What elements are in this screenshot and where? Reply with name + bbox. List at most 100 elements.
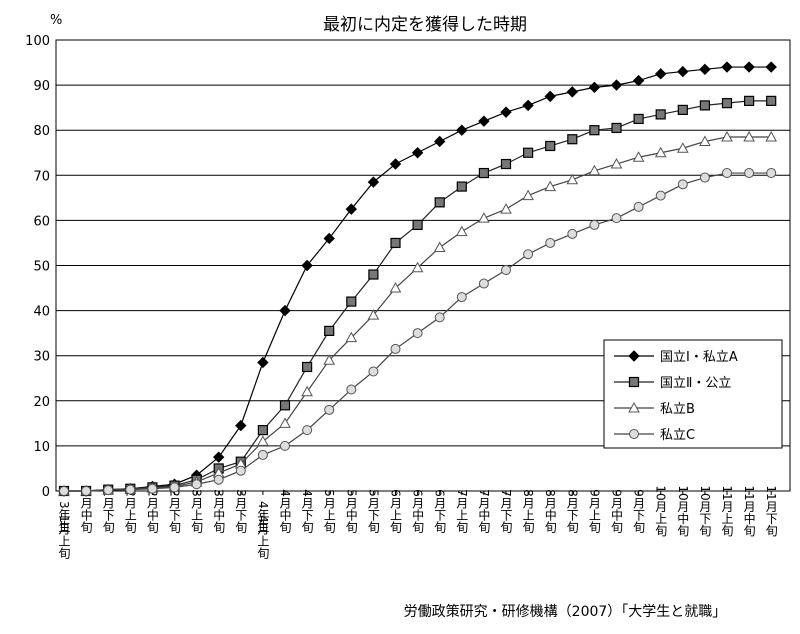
- data-point: [766, 168, 777, 179]
- x-tick-label: 1月下旬: [101, 489, 115, 533]
- x-tick-label: 3月下旬: [234, 489, 248, 533]
- data-point: [125, 484, 136, 495]
- data-point: [544, 90, 556, 103]
- data-point: [212, 451, 225, 463]
- data-point: [456, 124, 468, 136]
- data-point: [169, 482, 180, 493]
- data-point: [280, 440, 290, 451]
- y-tick-label: 30: [33, 350, 50, 365]
- data-point: [500, 158, 512, 170]
- data-point: [478, 212, 490, 223]
- data-point: [147, 483, 158, 494]
- x-tick-label: 9月中旬: [610, 489, 624, 533]
- data-point: [677, 65, 689, 78]
- data-point: [301, 259, 313, 272]
- data-point: [544, 180, 557, 192]
- data-point: [722, 168, 732, 179]
- data-point: [411, 261, 424, 273]
- y-tick-label: 70: [33, 169, 50, 184]
- data-point: [345, 331, 358, 343]
- x-group-label: 4年生: [256, 501, 270, 533]
- data-point: [588, 81, 601, 94]
- data-point: [677, 104, 688, 116]
- x-tick-label: 7月中旬: [477, 489, 491, 533]
- data-point: [611, 122, 622, 134]
- data-point: [523, 249, 534, 260]
- data-point: [389, 158, 402, 170]
- data-point: [744, 168, 755, 179]
- data-point: [345, 203, 358, 215]
- data-point: [676, 142, 689, 153]
- data-point: [611, 213, 622, 224]
- x-tick-label: 5月上旬: [322, 489, 336, 533]
- data-point: [677, 179, 688, 190]
- x-tick-label: 11月上旬: [720, 485, 734, 536]
- data-point: [257, 449, 268, 460]
- data-point: [389, 282, 402, 293]
- legend-marker: [628, 376, 640, 388]
- data-point: [721, 98, 733, 109]
- data-point: [478, 115, 490, 127]
- data-point: [81, 486, 92, 496]
- data-point: [302, 425, 313, 436]
- data-point: [567, 228, 578, 239]
- legend-marker: [628, 350, 640, 362]
- x-tick-label: 5月下旬: [366, 489, 380, 533]
- x-tick-label: 11月中旬: [742, 485, 756, 536]
- data-point: [588, 164, 601, 176]
- data-point: [301, 385, 313, 397]
- data-point: [522, 147, 534, 158]
- data-point: [655, 190, 666, 201]
- data-point: [632, 151, 645, 162]
- data-point: [103, 485, 114, 496]
- data-point: [501, 265, 511, 276]
- x-tick-label: 4月中旬: [278, 489, 292, 533]
- data-point: [632, 74, 645, 87]
- data-point: [433, 135, 446, 148]
- y-tick-label: 10: [33, 440, 50, 455]
- x-tick-label: 7月上旬: [455, 489, 469, 533]
- data-point: [654, 68, 667, 80]
- y-tick-label: 50: [33, 260, 50, 275]
- data-point: [59, 486, 69, 496]
- y-tick-label: 40: [33, 305, 50, 320]
- data-point: [545, 237, 556, 248]
- y-tick-label: 60: [33, 214, 50, 229]
- x-tick-label: 1月中旬: [79, 489, 93, 533]
- x-tick-label: 2月上旬: [123, 489, 137, 533]
- data-point: [279, 417, 291, 428]
- data-point: [522, 99, 534, 112]
- data-point: [368, 366, 379, 377]
- x-tick-label: 3月上旬: [190, 489, 204, 533]
- data-point: [478, 278, 489, 289]
- data-point: [412, 328, 423, 339]
- data-point: [367, 309, 380, 320]
- x-tick-label: 8月下旬: [565, 489, 579, 533]
- data-point: [324, 325, 335, 336]
- x-tick-label: 8月上旬: [521, 489, 535, 533]
- y-axis-unit-label: %: [50, 13, 62, 28]
- x-tick-label: 1月上旬: [57, 515, 71, 559]
- data-point: [213, 474, 224, 485]
- data-point: [633, 113, 644, 125]
- data-point: [545, 140, 556, 152]
- y-tick-label: 20: [33, 395, 50, 410]
- x-tick-label: 7月下旬: [499, 489, 513, 533]
- data-point: [346, 384, 357, 395]
- data-point: [323, 354, 336, 365]
- data-point: [500, 106, 512, 118]
- x-tick-label: 10月下旬: [698, 485, 712, 536]
- plot-area: 0 10 20 30 40 50 60 70 80 90 100 1月上旬 1月中旬 1月下旬 2月上旬 2月…: [25, 34, 791, 559]
- data-point: [589, 125, 600, 136]
- data-point: [699, 63, 711, 76]
- data-point: [434, 312, 445, 323]
- data-point: [456, 292, 467, 303]
- data-point: [699, 135, 711, 146]
- data-point: [257, 435, 269, 446]
- data-point: [566, 86, 579, 98]
- y-tick-label: 80: [33, 124, 50, 139]
- data-point: [567, 134, 578, 145]
- data-point: [257, 425, 268, 436]
- data-point: [302, 361, 313, 373]
